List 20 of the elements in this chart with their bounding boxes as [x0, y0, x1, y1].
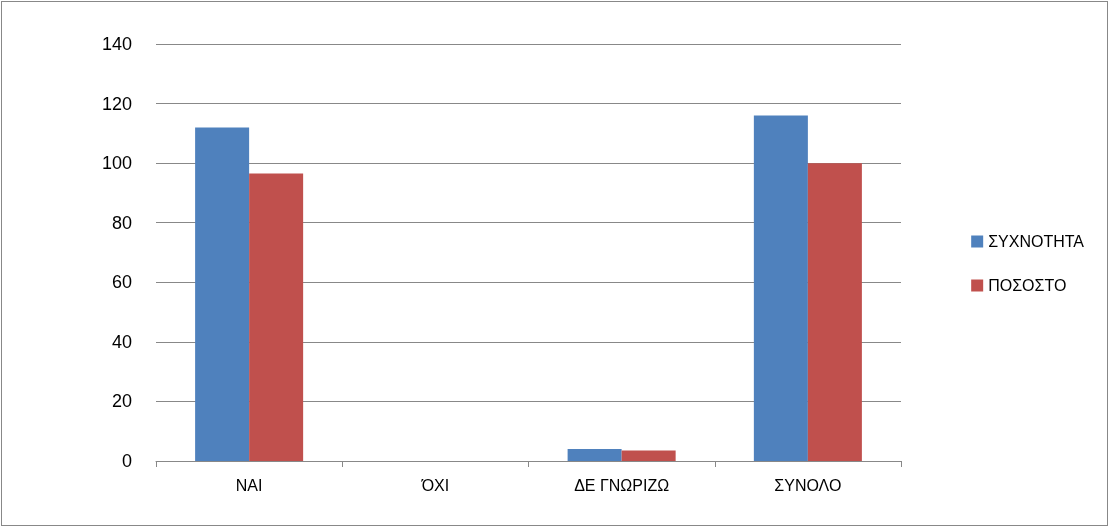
bar — [567, 449, 622, 461]
legend-label: ΣΥΧΝΟΤΗΤΑ — [988, 233, 1085, 250]
y-tick-label: 140 — [101, 34, 132, 54]
y-tick-label: 60 — [111, 272, 132, 293]
x-tick-label: ΔΕ ΓΝΩΡΙΖΩ — [574, 476, 670, 494]
x-tick-label: ΌΧΙ — [420, 476, 450, 494]
bar — [195, 127, 250, 461]
bar — [621, 450, 676, 461]
legend-label: ΠΟΣΟΣΤΟ — [988, 277, 1067, 294]
bar — [753, 115, 808, 461]
x-tick-label: ΣΥΝΟΛΟ — [774, 476, 842, 494]
bar — [249, 173, 304, 461]
y-tick-label: 80 — [111, 212, 132, 233]
y-tick-label: 120 — [101, 93, 132, 114]
y-tick-label: 40 — [111, 331, 132, 352]
y-tick-label: 0 — [121, 451, 132, 471]
x-tick-label: ΝΑΙ — [235, 476, 263, 494]
bar — [807, 163, 862, 461]
y-tick-label: 20 — [111, 391, 132, 412]
y-tick-label: 100 — [101, 153, 132, 174]
